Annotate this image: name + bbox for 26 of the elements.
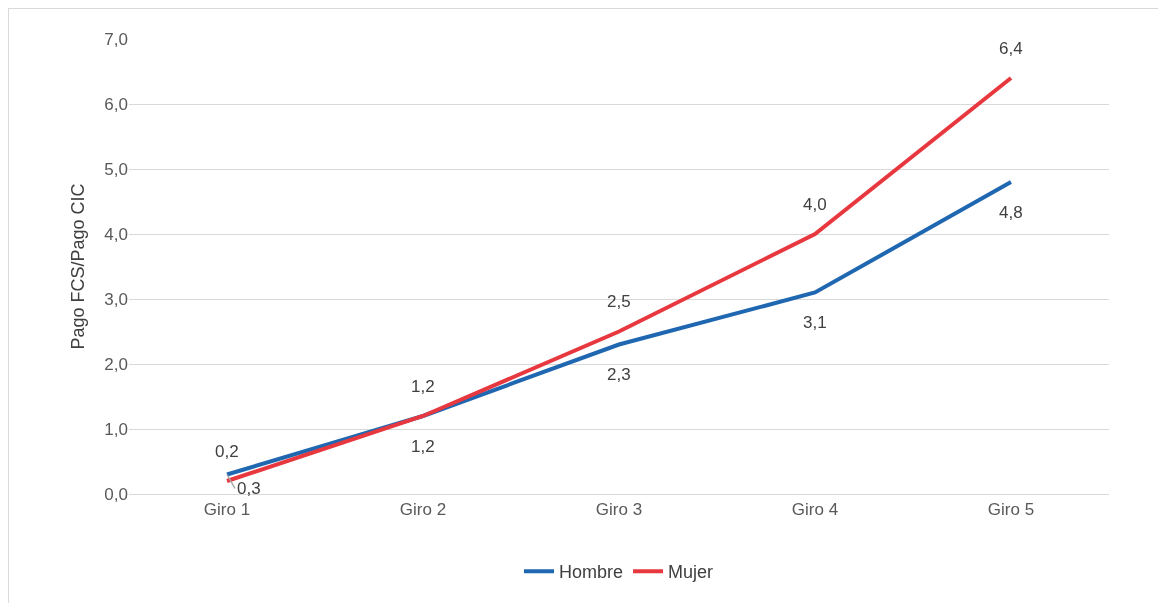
y-tick-label: 0,0 — [104, 484, 128, 504]
y-tick-label: 7,0 — [104, 29, 128, 49]
data-label: 3,1 — [803, 313, 827, 332]
y-tick-label: 1,0 — [104, 419, 128, 439]
y-tick-label: 6,0 — [104, 94, 128, 114]
data-label: 2,3 — [607, 365, 631, 384]
x-tick-label: Giro 5 — [987, 500, 1035, 520]
data-label: 1,2 — [411, 437, 435, 456]
x-tick-label: Giro 3 — [595, 500, 643, 520]
legend-label: Mujer — [668, 562, 714, 583]
y-tick-label: 3,0 — [104, 289, 128, 309]
y-tick-label: 4,0 — [104, 224, 128, 244]
x-tick-label: Giro 1 — [203, 500, 251, 520]
y-tick-label: 2,0 — [104, 354, 128, 374]
data-label: 2,5 — [607, 292, 631, 311]
data-label: 0,3 — [237, 479, 261, 498]
x-tick-label: Giro 4 — [791, 500, 839, 520]
data-label: 4,0 — [803, 195, 827, 214]
data-label: 4,8 — [999, 203, 1023, 222]
y-axis-title: Pago FCS/Pago CIC — [67, 183, 88, 350]
data-label: 1,2 — [411, 377, 435, 396]
data-label: 6,4 — [999, 39, 1023, 58]
legend-label: Hombre — [559, 562, 624, 583]
x-tick-label: Giro 2 — [399, 500, 447, 520]
y-tick-label: 5,0 — [104, 159, 128, 179]
data-label: 0,2 — [215, 442, 239, 461]
